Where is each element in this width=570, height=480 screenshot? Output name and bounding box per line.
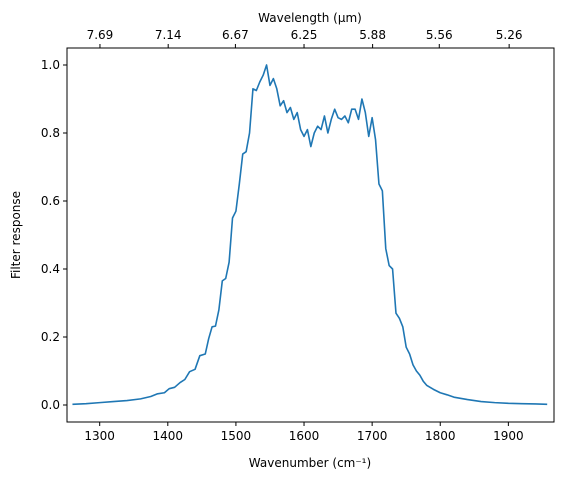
- plot-area: [72, 64, 548, 406]
- x-tick-label: 1800: [425, 429, 456, 443]
- x-tick-label: 1300: [84, 429, 115, 443]
- top-x-axis: 7.69 7.14 6.67 6.25 5.88 5.56 5.26: [87, 28, 523, 48]
- top-tick-label: 6.67: [222, 28, 249, 42]
- y-tick-label: 0.0: [41, 398, 60, 412]
- series-line-0: [72, 64, 548, 406]
- y-tick-label: 0.4: [41, 262, 60, 276]
- x-tick-label: 1900: [493, 429, 524, 443]
- top-axis-label: Wavelength (μm): [258, 11, 362, 25]
- x-tick-label: 1500: [221, 429, 252, 443]
- top-tick-label: 5.88: [359, 28, 386, 42]
- y-axis: 0.0 0.2 0.4 0.6 0.8 1.0: [41, 58, 67, 412]
- x-tick-label: 1700: [357, 429, 388, 443]
- top-tick-label: 6.25: [291, 28, 318, 42]
- x-tick-label: 1600: [289, 429, 320, 443]
- x-axis: 1300 1400 1500 1600 1700 1800 1900: [84, 422, 524, 443]
- top-tick-label: 5.56: [426, 28, 453, 42]
- x-axis-label: Wavenumber (cm⁻¹): [249, 456, 371, 470]
- top-tick-label: 7.14: [155, 28, 182, 42]
- y-tick-label: 0.2: [41, 330, 60, 344]
- axes-frame: [66, 47, 555, 423]
- y-tick-label: 1.0: [41, 58, 60, 72]
- top-tick-label: 5.26: [496, 28, 523, 42]
- y-axis-label: Filter response: [9, 191, 23, 279]
- y-tick-label: 0.8: [41, 126, 60, 140]
- top-tick-label: 7.69: [87, 28, 114, 42]
- y-tick-label: 0.6: [41, 194, 60, 208]
- x-tick-label: 1400: [153, 429, 184, 443]
